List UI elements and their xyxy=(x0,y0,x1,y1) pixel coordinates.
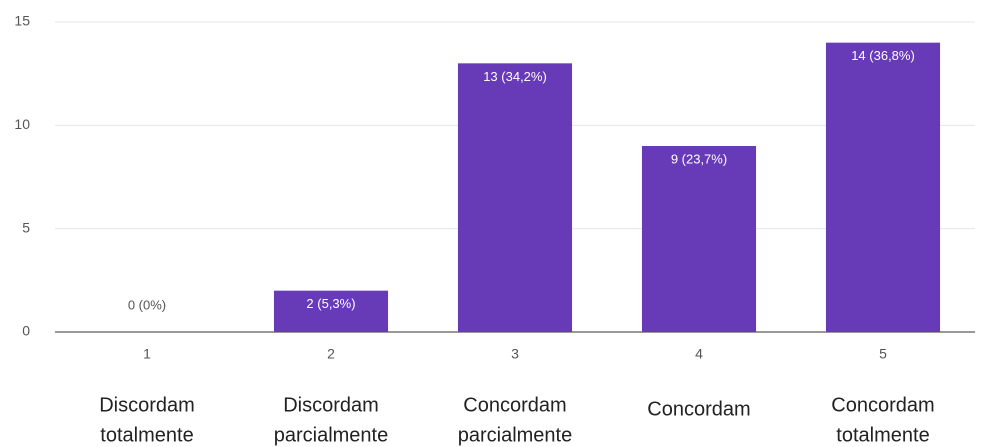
y-tick-label: 10 xyxy=(14,116,30,132)
x-tick-label: 5 xyxy=(879,346,887,362)
x-tick-label: 4 xyxy=(695,346,703,362)
value-label: 2 (5,3%) xyxy=(306,296,355,311)
bar xyxy=(457,63,573,332)
x-tick-label: 2 xyxy=(327,346,335,362)
category-description: Concordam xyxy=(463,394,566,416)
bar xyxy=(273,290,389,332)
x-tick-label: 3 xyxy=(511,346,519,362)
category-description: totalmente xyxy=(836,424,929,446)
value-label: 0 (0%) xyxy=(128,297,166,312)
y-tick-label: 15 xyxy=(14,13,30,29)
bar xyxy=(641,146,757,332)
category-description: Discordam xyxy=(99,394,195,416)
category-description: Concordam xyxy=(831,394,934,416)
category-description: parcialmente xyxy=(274,424,389,446)
y-tick-label: 5 xyxy=(22,219,30,235)
value-label: 14 (36,8%) xyxy=(851,48,915,63)
category-description: parcialmente xyxy=(458,424,573,446)
value-label: 9 (23,7%) xyxy=(671,151,727,166)
category-description: Concordam xyxy=(647,398,750,420)
category-description: Discordam xyxy=(283,394,379,416)
category-description: totalmente xyxy=(100,424,193,446)
y-tick-label: 0 xyxy=(22,323,30,339)
value-label: 13 (34,2%) xyxy=(483,69,547,84)
bar xyxy=(825,42,941,333)
x-tick-label: 1 xyxy=(143,346,151,362)
